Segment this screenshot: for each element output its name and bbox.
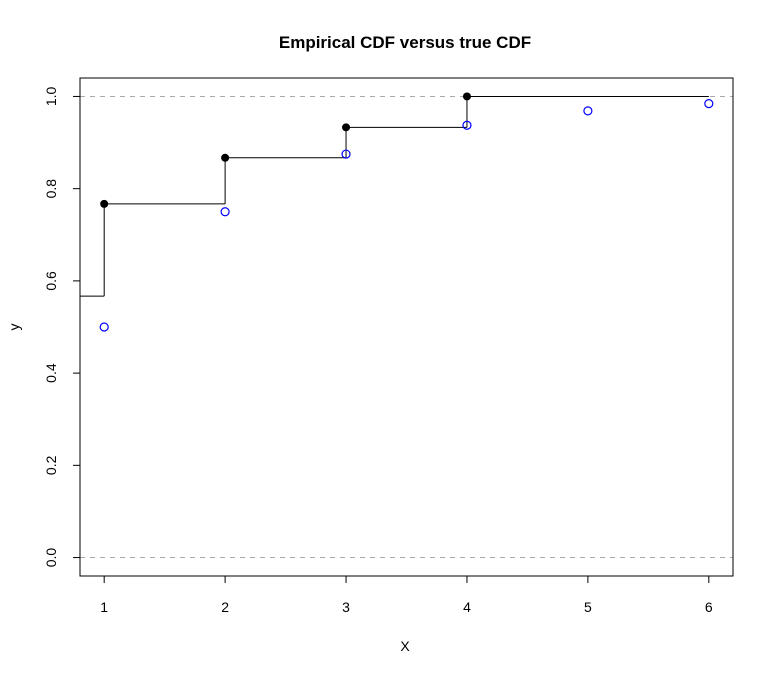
ecdf-step-series	[80, 92, 709, 297]
y-tick-label-3: 0.6	[43, 271, 59, 291]
step-point-3	[462, 92, 471, 101]
x-tick-label-0: 1	[100, 599, 108, 615]
x-tick-label-1: 2	[221, 599, 229, 615]
x-tick-label-2: 3	[342, 599, 350, 615]
y-axis-label: y	[6, 324, 22, 331]
step-point-1	[221, 153, 230, 162]
y-tick-label-4: 0.8	[43, 179, 59, 199]
y-tick-label-5: 1.0	[43, 87, 59, 107]
x-tick-label-5: 6	[705, 599, 713, 615]
cdf-point-4	[583, 106, 593, 116]
cdf-point-1	[220, 207, 230, 217]
y-tick-label-0: 0.0	[43, 548, 59, 568]
x-axis-label: X	[400, 638, 410, 654]
cdf-point-2	[341, 149, 351, 159]
step-point-2	[342, 123, 351, 132]
cdf-point-5	[704, 99, 714, 109]
y-tick-label-2: 0.4	[43, 363, 59, 383]
true-cdf-points	[99, 99, 714, 332]
plot-frame	[79, 77, 734, 577]
reference-lines	[80, 95, 733, 559]
y-axis: 0.0 0.2 0.4 0.6 0.8 1.0	[43, 87, 81, 568]
cdf-point-3	[462, 120, 472, 130]
step-point-0	[100, 199, 109, 208]
x-tick-label-4: 5	[584, 599, 592, 615]
x-tick-label-3: 4	[463, 599, 471, 615]
cdf-point-0	[99, 322, 109, 332]
chart-title: Empirical CDF versus true CDF	[279, 33, 531, 52]
y-tick-label-1: 0.2	[43, 455, 59, 475]
x-axis: 1 2 3 4 5 6	[100, 575, 713, 615]
